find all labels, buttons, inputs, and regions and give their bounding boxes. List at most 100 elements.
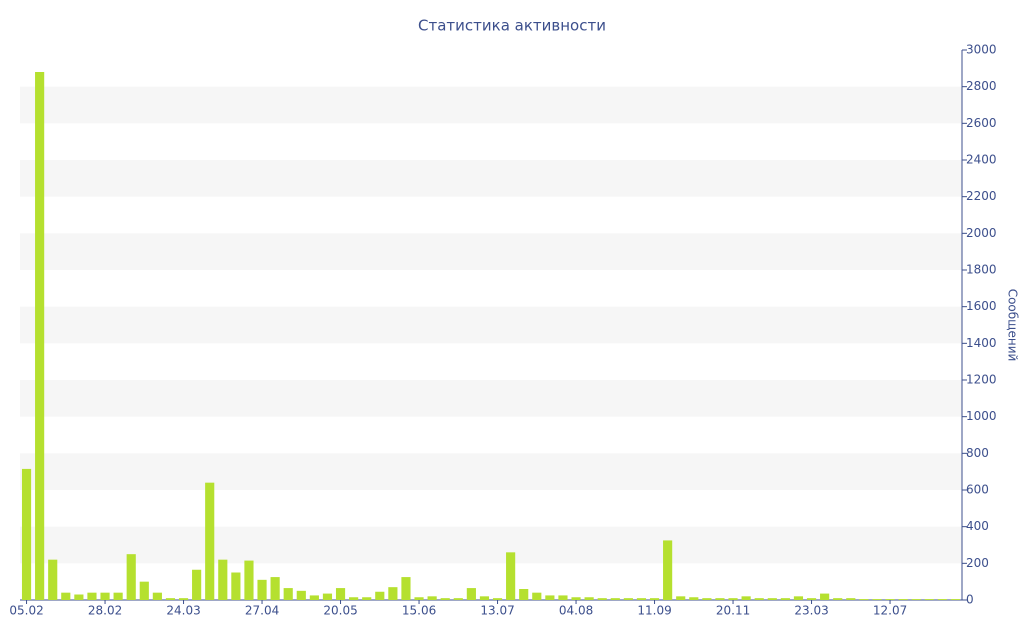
- bar: [859, 599, 869, 600]
- bar: [754, 598, 764, 600]
- bar: [21, 468, 32, 600]
- bar: [676, 596, 686, 600]
- y-tick-label: 1800: [966, 263, 997, 277]
- y-tick-label: 2800: [966, 79, 997, 93]
- bar: [715, 598, 725, 600]
- grid-band: [20, 526, 962, 564]
- y-tick-label: 2600: [966, 116, 997, 130]
- bar: [950, 599, 961, 600]
- grid-band: [20, 453, 962, 490]
- bar: [767, 598, 777, 600]
- bar: [479, 596, 490, 600]
- bar: [414, 597, 424, 600]
- x-tick-label: 20.05: [323, 604, 357, 618]
- bar: [610, 598, 620, 600]
- bar: [244, 560, 254, 600]
- y-tick-label: 3000: [966, 43, 997, 57]
- bar: [388, 587, 398, 600]
- bar: [597, 598, 607, 600]
- bar: [375, 591, 385, 600]
- bar: [741, 596, 751, 600]
- bar: [846, 598, 856, 600]
- y-tick-label: 1600: [966, 299, 997, 313]
- bar: [793, 596, 804, 600]
- x-tick-label: 04.08: [559, 604, 593, 618]
- x-tick-label: 28.02: [88, 604, 122, 618]
- bar: [205, 482, 215, 600]
- bar: [139, 581, 149, 600]
- y-tick-label: 800: [966, 446, 989, 460]
- bar: [689, 597, 699, 600]
- bar: [885, 599, 895, 600]
- bar: [506, 552, 516, 600]
- bar: [571, 597, 581, 600]
- x-tick-label: 13.07: [480, 604, 514, 618]
- bar: [872, 599, 882, 600]
- bar: [257, 579, 267, 600]
- bar: [898, 599, 908, 600]
- y-tick-label: 2000: [966, 226, 997, 240]
- grid-band: [20, 380, 962, 417]
- grid-band: [20, 306, 962, 344]
- y-tick-label: 0: [966, 593, 974, 607]
- bar: [663, 540, 673, 600]
- bar: [440, 598, 450, 600]
- bar: [584, 597, 594, 600]
- x-tick-label: 12.07: [873, 604, 907, 618]
- bar: [401, 577, 411, 600]
- x-tick-label: 15.06: [402, 604, 436, 618]
- bar: [283, 588, 293, 600]
- y-tick-label: 1200: [966, 373, 997, 387]
- y-axis-label: Сообщений: [1006, 289, 1020, 362]
- grid-band: [20, 160, 962, 197]
- bar: [492, 598, 503, 600]
- grid-band: [20, 86, 962, 124]
- bar: [362, 597, 372, 600]
- bar: [519, 589, 529, 600]
- bar: [178, 598, 189, 600]
- bar: [728, 598, 738, 600]
- y-tick-label: 2400: [966, 153, 997, 167]
- x-tick-label: 27.04: [245, 604, 279, 618]
- bar: [335, 588, 346, 600]
- y-tick-label: 600: [966, 483, 989, 497]
- y-tick-label: 1400: [966, 336, 997, 350]
- bar: [296, 590, 306, 600]
- bar: [126, 554, 136, 600]
- bar: [924, 599, 934, 600]
- bar: [165, 598, 176, 600]
- bar: [192, 569, 202, 600]
- bar: [427, 596, 437, 600]
- bar: [113, 592, 123, 600]
- bar: [270, 577, 280, 600]
- bar: [35, 72, 45, 600]
- x-tick-label: 11.09: [637, 604, 671, 618]
- bar: [48, 559, 58, 600]
- bar: [453, 598, 463, 600]
- bar: [74, 594, 84, 600]
- bar: [231, 572, 241, 600]
- bar: [780, 598, 790, 600]
- y-tick-label: 2200: [966, 189, 997, 203]
- x-tick-label: 20.11: [716, 604, 750, 618]
- bar: [349, 597, 359, 600]
- bar: [532, 592, 542, 600]
- bar: [558, 595, 568, 600]
- bar: [61, 592, 71, 600]
- bar: [911, 599, 921, 600]
- bar: [649, 598, 660, 600]
- x-tick-label: 24.03: [166, 604, 200, 618]
- bar: [806, 598, 817, 600]
- bar: [322, 593, 333, 600]
- x-tick-label: 23.03: [794, 604, 828, 618]
- bar: [636, 598, 647, 600]
- bar: [820, 593, 830, 600]
- bar: [466, 588, 476, 600]
- x-tick-label: 05.02: [9, 604, 43, 618]
- bar: [833, 598, 843, 600]
- bar: [218, 559, 228, 600]
- y-tick-label: 1000: [966, 409, 997, 423]
- bar: [545, 595, 555, 600]
- bar: [100, 592, 110, 600]
